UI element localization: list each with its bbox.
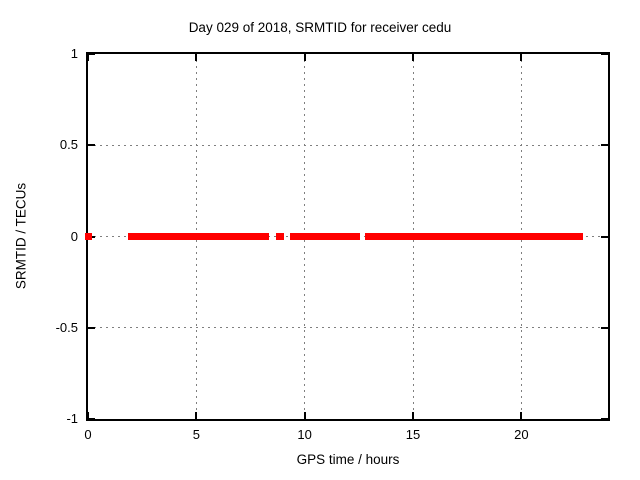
x-tick-top: [195, 54, 198, 61]
x-tick-top: [412, 54, 414, 61]
x-tick-top: [303, 54, 306, 61]
x-tick-bottom: [520, 412, 523, 419]
x-tick-label-15: 15: [405, 427, 421, 442]
gridline-y--0.5: [88, 327, 608, 329]
gridline-y-0.5: [88, 144, 608, 146]
data-segment: [275, 233, 284, 240]
chart-title: Day 029 of 2018, SRMTID for receiver ced…: [188, 20, 452, 35]
y-tick-label--0.5: -0.5: [55, 319, 78, 335]
y-tick-right: [601, 235, 608, 238]
data-segment: [353, 233, 361, 240]
x-tick-label-10: 10: [297, 427, 312, 442]
y-tick-right: [601, 144, 608, 147]
y-tick-left: [88, 144, 95, 147]
y-tick-left: [88, 235, 95, 238]
x-tick-bottom: [195, 412, 198, 419]
y-tick-left: [88, 326, 95, 329]
y-axis-label: SRMTID / TECUs: [13, 182, 29, 290]
x-tick-label-0: 0: [84, 427, 92, 442]
x-tick-top: [520, 54, 523, 61]
y-tick-label-0: 0: [70, 228, 78, 244]
x-tick-bottom: [303, 412, 306, 419]
x-tick-bottom: [87, 412, 89, 419]
y-tick-right: [601, 53, 608, 55]
y-tick-label-1: 1: [70, 46, 78, 61]
x-tick-top: [87, 54, 89, 61]
x-axis-label: GPS time / hours: [296, 452, 400, 467]
data-segment: [84, 233, 92, 240]
x-tick-label-5: 5: [192, 427, 200, 442]
y-tick-right: [601, 326, 608, 329]
data-segment: [364, 233, 583, 240]
data-segment: [289, 233, 354, 240]
y-tick-left: [88, 53, 95, 55]
y-tick-label-0.5: 0.5: [59, 137, 78, 153]
y-tick-label--1: -1: [66, 411, 78, 426]
y-tick-right: [601, 418, 608, 420]
data-segment: [128, 233, 269, 240]
y-tick-left: [88, 418, 95, 420]
x-tick-bottom: [412, 412, 414, 419]
x-tick-label-20: 20: [514, 427, 529, 442]
plot-area: [84, 52, 610, 421]
